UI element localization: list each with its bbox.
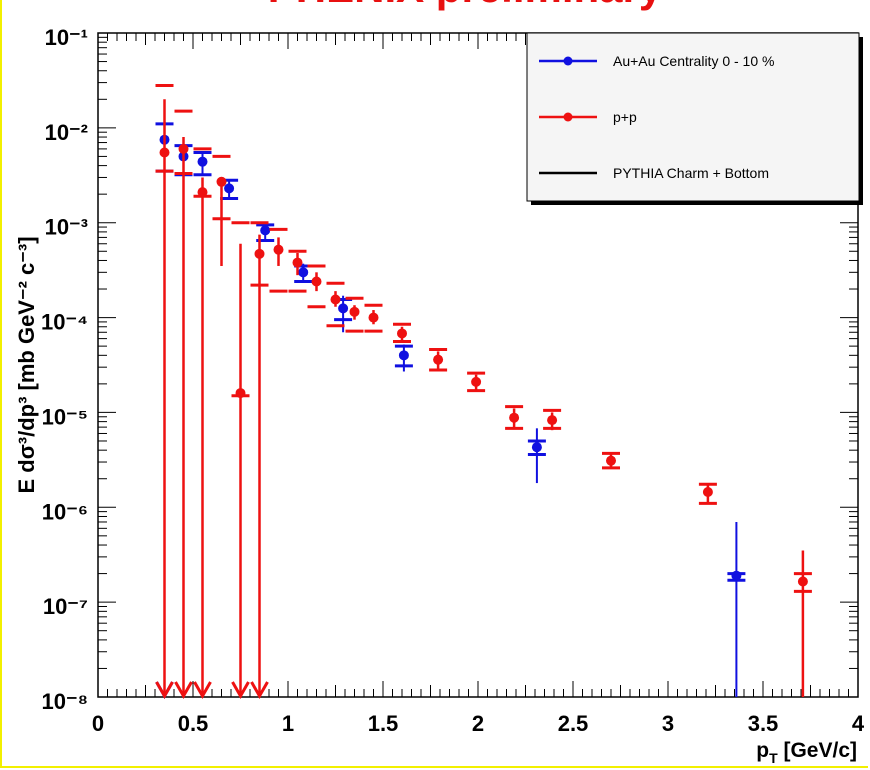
data-point xyxy=(269,227,288,293)
x-axis-title: pT [GeV/c] xyxy=(756,739,857,766)
y-tick-label: 10⁻⁸ xyxy=(42,689,88,714)
data-point xyxy=(231,221,250,700)
x-tick-label: 2 xyxy=(472,711,484,736)
data-marker xyxy=(531,442,542,453)
y-tick-label: 10⁻² xyxy=(45,120,88,145)
data-marker xyxy=(349,306,360,317)
data-marker xyxy=(178,143,189,154)
data-point xyxy=(193,147,212,700)
y-axis-title: E dσ³/dp³ [mb GeV⁻² c⁻³] xyxy=(14,236,39,493)
data-marker xyxy=(197,187,208,198)
data-point xyxy=(429,348,448,372)
x-tick-label: 1 xyxy=(282,711,294,736)
legend: Au+Au Centrality 0 - 10 % p+p PYTHIA Charm… xyxy=(526,32,863,205)
data-point xyxy=(505,405,524,430)
series-1 xyxy=(155,83,812,700)
x-tick-label: 3 xyxy=(662,711,674,736)
series-0 xyxy=(155,122,746,700)
data-marker xyxy=(606,455,616,466)
y-tick-label: 10⁻⁷ xyxy=(43,594,88,619)
legend-marker xyxy=(563,112,573,122)
data-marker xyxy=(397,328,407,339)
data-marker xyxy=(260,225,271,236)
data-point xyxy=(155,83,174,700)
data-point xyxy=(307,264,326,309)
data-marker xyxy=(311,276,322,287)
upper-limit-arrow xyxy=(193,681,212,700)
data-marker xyxy=(368,312,379,323)
data-marker xyxy=(298,267,309,278)
data-point xyxy=(602,451,620,470)
data-point xyxy=(543,408,562,431)
chart-title: PHENIX preliminary xyxy=(268,0,663,11)
data-point xyxy=(793,550,812,697)
data-point xyxy=(467,371,486,393)
y-tick-label: 10⁻⁵ xyxy=(42,404,88,429)
data-marker xyxy=(254,248,265,259)
x-tick-label: 4 xyxy=(852,711,865,736)
data-marker xyxy=(197,156,208,167)
data-point xyxy=(174,109,193,700)
data-point xyxy=(698,482,717,505)
upper-limit-arrow xyxy=(231,681,250,700)
data-point xyxy=(364,303,383,333)
data-point xyxy=(393,322,411,343)
data-marker xyxy=(292,257,303,268)
legend-label: PYTHIA Charm + Bottom xyxy=(613,165,769,181)
x-tick-label: 1.5 xyxy=(368,711,399,736)
upper-limit-arrow xyxy=(250,681,269,700)
data-marker xyxy=(702,486,713,497)
x-tick-label: 0 xyxy=(92,711,104,736)
data-marker xyxy=(330,294,341,305)
data-marker xyxy=(338,303,349,314)
data-marker xyxy=(216,176,227,187)
data-point xyxy=(394,344,413,372)
x-tick-label: 2.5 xyxy=(558,711,589,736)
data-marker xyxy=(224,183,235,194)
data-marker xyxy=(159,147,170,158)
data-marker xyxy=(471,376,482,387)
data-marker xyxy=(731,570,742,581)
data-point xyxy=(288,249,307,293)
data-point xyxy=(326,281,345,328)
data-marker xyxy=(547,415,558,426)
data-point xyxy=(212,154,231,266)
x-tick-label: 0.5 xyxy=(178,711,209,736)
data-point xyxy=(193,150,212,177)
upper-limit-arrow xyxy=(155,681,174,700)
data-marker xyxy=(235,388,246,399)
legend-label: p+p xyxy=(613,109,637,125)
y-tick-label: 10⁻¹ xyxy=(45,25,88,50)
data-point xyxy=(345,296,364,333)
data-marker xyxy=(797,576,808,587)
y-tick-label: 10⁻⁶ xyxy=(42,499,88,524)
data-marker xyxy=(509,412,520,423)
data-point xyxy=(727,521,746,697)
data-marker xyxy=(273,244,284,255)
data-marker xyxy=(398,350,409,361)
y-tick-label: 10⁻³ xyxy=(45,215,88,240)
data-marker xyxy=(433,354,444,365)
y-tick-label: 10⁻⁴ xyxy=(41,310,88,335)
upper-limit-arrow xyxy=(174,681,193,700)
x-tick-label: 3.5 xyxy=(748,711,779,736)
legend-label: Au+Au Centrality 0 - 10 % xyxy=(613,53,774,69)
legend-marker xyxy=(563,56,573,66)
data-point xyxy=(250,221,269,700)
data-point xyxy=(527,428,546,484)
